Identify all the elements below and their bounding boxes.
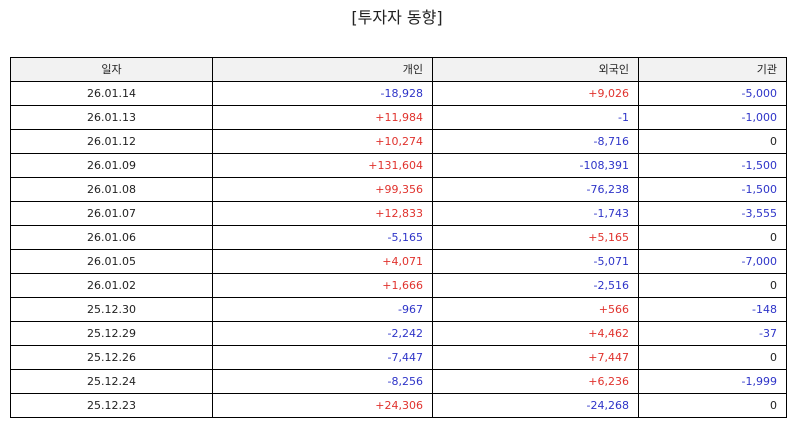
cell-date: 25.12.29 [10,321,213,346]
cell-date: 26.01.09 [10,153,213,178]
cell-foreign: -76,238 [432,177,639,202]
header-date: 일자 [10,57,213,82]
table-row: 26.01.13 +11,984 -1 -1,000 [10,105,787,130]
cell-individual: -8,256 [212,369,433,394]
header-institution: 기관 [638,57,787,82]
cell-date: 25.12.26 [10,345,213,370]
cell-foreign: -2,516 [432,273,639,298]
page-title: [투자자 동향] [351,8,443,27]
cell-individual: -967 [212,297,433,322]
table-row: 26.01.14 -18,928 +9,026 -5,000 [10,81,787,106]
cell-individual: +24,306 [212,393,433,418]
header-individual: 개인 [212,57,433,82]
cell-institution: -1,500 [638,177,787,202]
table-row: 26.01.08 +99,356 -76,238 -1,500 [10,177,787,202]
table-row: 26.01.07 +12,833 -1,743 -3,555 [10,201,787,226]
cell-foreign: -8,716 [432,129,639,154]
cell-date: 26.01.14 [10,81,213,106]
table-row: 26.01.02 +1,666 -2,516 0 [10,273,787,298]
cell-foreign: -5,071 [432,249,639,274]
cell-individual: +99,356 [212,177,433,202]
cell-foreign: +4,462 [432,321,639,346]
cell-date: 26.01.13 [10,105,213,130]
table-row: 26.01.05 +4,071 -5,071 -7,000 [10,249,787,274]
cell-individual: -2,242 [212,321,433,346]
cell-date: 26.01.12 [10,129,213,154]
cell-date: 25.12.30 [10,297,213,322]
cell-foreign: -108,391 [432,153,639,178]
cell-institution: -1,000 [638,105,787,130]
cell-date: 26.01.05 [10,249,213,274]
cell-institution: 0 [638,273,787,298]
table-row: 26.01.09 +131,604 -108,391 -1,500 [10,153,787,178]
cell-foreign: +5,165 [432,225,639,250]
header-foreign: 외국인 [432,57,639,82]
table-row: 25.12.24 -8,256 +6,236 -1,999 [10,369,787,394]
cell-individual: -7,447 [212,345,433,370]
cell-date: 25.12.23 [10,393,213,418]
cell-individual: -5,165 [212,225,433,250]
cell-individual: +12,833 [212,201,433,226]
cell-individual: +4,071 [212,249,433,274]
cell-individual: +131,604 [212,153,433,178]
table-row: 26.01.06 -5,165 +5,165 0 [10,225,787,250]
cell-institution: -1,999 [638,369,787,394]
cell-institution: 0 [638,225,787,250]
cell-institution: -37 [638,321,787,346]
cell-foreign: -1,743 [432,201,639,226]
investor-trend-table: 일자 개인 외국인 기관 26.01.14 -18,928 +9,026 -5,000… [10,57,787,418]
cell-individual: +1,666 [212,273,433,298]
cell-institution: 0 [638,129,787,154]
cell-date: 26.01.08 [10,177,213,202]
cell-foreign: +6,236 [432,369,639,394]
table-header-row: 일자 개인 외국인 기관 [10,57,787,82]
cell-institution: -3,555 [638,201,787,226]
table-row: 25.12.23 +24,306 -24,268 0 [10,393,787,418]
table-row: 25.12.29 -2,242 +4,462 -37 [10,321,787,346]
cell-foreign: -24,268 [432,393,639,418]
cell-date: 25.12.24 [10,369,213,394]
table-row: 25.12.30 -967 +566 -148 [10,297,787,322]
cell-institution: -7,000 [638,249,787,274]
cell-foreign: -1 [432,105,639,130]
cell-date: 26.01.02 [10,273,213,298]
cell-individual: +11,984 [212,105,433,130]
cell-institution: 0 [638,393,787,418]
cell-foreign: +9,026 [432,81,639,106]
cell-date: 26.01.07 [10,201,213,226]
cell-institution: -148 [638,297,787,322]
cell-institution: -5,000 [638,81,787,106]
cell-foreign: +566 [432,297,639,322]
cell-individual: -18,928 [212,81,433,106]
cell-individual: +10,274 [212,129,433,154]
table-row: 25.12.26 -7,447 +7,447 0 [10,345,787,370]
cell-date: 26.01.06 [10,225,213,250]
cell-institution: 0 [638,345,787,370]
cell-foreign: +7,447 [432,345,639,370]
cell-institution: -1,500 [638,153,787,178]
table-row: 26.01.12 +10,274 -8,716 0 [10,129,787,154]
